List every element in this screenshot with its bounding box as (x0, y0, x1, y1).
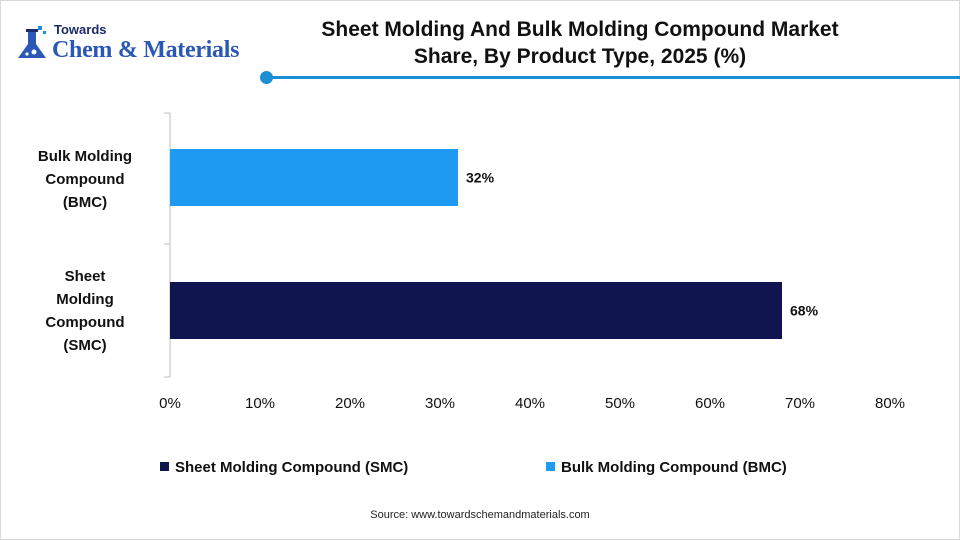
x-tick-label: 30% (425, 395, 455, 412)
legend-item-smc: Sheet Molding Compound (SMC) (160, 459, 408, 476)
y-category-line: Sheet (64, 268, 106, 285)
brand-name: Chem & Materials (52, 37, 240, 63)
bar (170, 282, 782, 339)
chart-title-line-2: Share, By Product Type, 2025 (%) (413, 45, 747, 68)
legend-label-bmc: Bulk Molding Compound (BMC) (561, 459, 787, 476)
chart-title: Sheet Molding And Bulk Molding Compound … (270, 16, 890, 70)
y-category-label-smc: Sheet Molding Compound (SMC) (20, 265, 150, 357)
x-tick-label: 80% (875, 395, 905, 412)
x-tick-label: 20% (335, 395, 365, 412)
chart-legend: Sheet Molding Compound (SMC) Bulk Moldin… (0, 459, 960, 479)
chart-title-line-1: Sheet Molding And Bulk Molding Compound … (321, 18, 839, 41)
title-underline (260, 71, 960, 85)
y-category-line: Compound (45, 171, 125, 188)
x-tick-label: 70% (785, 395, 815, 412)
brand-top-text: Towards (54, 22, 107, 37)
y-category-line: Bulk Molding (37, 148, 133, 165)
x-tick-label: 60% (695, 395, 725, 412)
y-category-label-bmc: Bulk Molding Compound (BMC) (20, 145, 150, 214)
legend-swatch-bmc (546, 462, 555, 471)
y-category-line: Molding (56, 291, 114, 308)
x-tick-label: 10% (245, 395, 275, 412)
x-tick-label: 0% (159, 395, 181, 412)
x-tick-label: 50% (605, 395, 635, 412)
legend-item-bmc: Bulk Molding Compound (BMC) (546, 459, 787, 476)
bar (170, 149, 458, 206)
bar-data-label: 68% (790, 303, 819, 319)
legend-label-smc: Sheet Molding Compound (SMC) (175, 459, 409, 476)
y-category-line: (SMC) (63, 337, 107, 354)
x-tick-label: 40% (515, 395, 545, 412)
legend-swatch-smc (160, 462, 169, 471)
flask-icon (18, 26, 46, 58)
y-category-line: (BMC) (62, 194, 108, 211)
bar-data-label: 32% (466, 170, 495, 186)
brand-logo: Towards Chem & Materials (14, 20, 254, 68)
title-underline-line (270, 76, 960, 79)
source-note: Source: www.towardschemandmaterials.com (370, 509, 590, 521)
title-underline-dot (260, 71, 273, 84)
y-category-line: Compound (45, 314, 125, 331)
